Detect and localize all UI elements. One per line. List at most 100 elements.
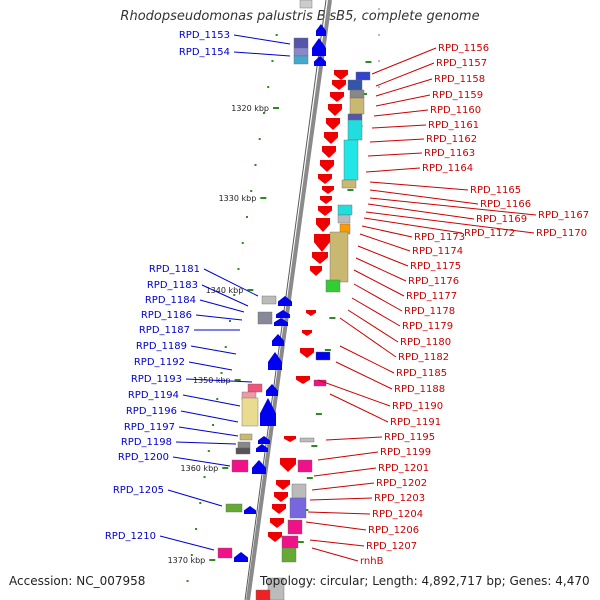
gene-arrow-reverse [316, 218, 330, 232]
gene-leader-line [188, 361, 233, 371]
gene-arrow-reverse [314, 234, 330, 252]
gene-label-left: RPD_1193 [131, 374, 182, 385]
gene-label-right: RPD_1173 [414, 232, 465, 243]
gene-label-left: RPD_1186 [141, 310, 192, 321]
gene-label-right: RPD_1158 [434, 74, 485, 85]
kbp-tick-label: 1340 kbp [206, 286, 244, 295]
gene-label-right: RPD_1166 [480, 199, 531, 210]
gene-label-right: RPD_1163 [424, 148, 475, 159]
gene-leader-line [371, 47, 437, 75]
scale-dot [258, 138, 261, 140]
gene-label-left: RPD_1187 [139, 325, 190, 336]
gene-label-right: RPD_1178 [404, 306, 455, 317]
gene-arrow-reverse [284, 436, 296, 442]
gene-arrow-forward [258, 436, 270, 444]
gene-leader-line [369, 181, 469, 191]
scale-dot [207, 450, 210, 452]
gene-leader-line [309, 497, 373, 501]
gene-leader-line [180, 410, 239, 423]
scale-dot [199, 502, 202, 504]
scale-dot [250, 190, 253, 192]
feature-bar [297, 459, 313, 473]
feature-bar [255, 589, 271, 600]
feature-bar [299, 0, 313, 9]
scale-dot [224, 346, 227, 348]
scale-dot [233, 294, 236, 296]
gene-leader-line [172, 456, 231, 467]
gene-label-right: RPD_1161 [428, 120, 479, 131]
feature-bar [299, 437, 315, 443]
feature-bar [235, 447, 251, 455]
accession-text: Accession: NC_007958 [9, 574, 146, 588]
gene-label-left: RPD_1210 [105, 531, 156, 542]
gene-label-right: RPD_1202 [376, 478, 427, 489]
feature-bar [289, 497, 307, 519]
feature-bar [225, 503, 243, 513]
gene-leader-line [375, 78, 433, 97]
gene-label-right: RPD_1157 [436, 58, 487, 69]
feature-bar [349, 89, 365, 99]
gene-leader-line [355, 257, 407, 282]
feature-bar [291, 483, 307, 499]
scale-dot [186, 580, 189, 582]
gene-leader-line [359, 233, 411, 252]
gene-label-right: RPD_1185 [396, 368, 447, 379]
gene-arrow-reverse [300, 348, 314, 358]
scale-dot [241, 242, 244, 244]
gene-leader-line [371, 124, 427, 129]
gene-label-right: RPD_1204 [372, 509, 423, 520]
gene-leader-line [375, 62, 435, 87]
scale-dot [216, 398, 219, 400]
gene-leader-line [311, 482, 375, 491]
feature-bar [343, 139, 359, 181]
gene-leader-line [199, 299, 245, 313]
scale-dot [190, 554, 193, 556]
gene-label-left: RPD_1184 [145, 295, 196, 306]
gene-arrow-forward [312, 38, 326, 56]
feature-bar [247, 383, 263, 393]
feature-bar [341, 179, 357, 189]
gene-leader-line [305, 521, 367, 531]
gene-label-right: RPD_1164 [422, 163, 473, 174]
feature-bar [257, 311, 273, 325]
gene-leader-line [367, 152, 423, 157]
gene-label-right: RPD_1160 [430, 105, 481, 116]
gene-leader-line [339, 317, 397, 358]
gene-label-right: RPD_1199 [380, 447, 431, 458]
gene-arrow-reverse [280, 458, 296, 472]
gene-label-right: RPD_1159 [432, 90, 483, 101]
gene-label-right: RPD_1162 [426, 134, 477, 145]
gene-arrow-reverse [332, 80, 346, 90]
gene-leader-line [317, 379, 391, 407]
gene-arrow-reverse [306, 310, 316, 316]
gene-label-right: RPD_1174 [412, 246, 463, 257]
gene-label-right: rnhB [360, 556, 384, 567]
gene-leader-line [195, 314, 243, 321]
gene-leader-line [369, 197, 537, 216]
gene-label-right: RPD_1167 [538, 210, 589, 221]
gene-leader-line [307, 511, 371, 515]
feature-bar [293, 47, 309, 57]
scale-dot [220, 372, 223, 374]
gene-label-right: RPD_1191 [390, 417, 441, 428]
gene-leader-line [329, 393, 389, 423]
gene-arrow-reverse [296, 376, 310, 384]
scale-dot [228, 320, 231, 322]
feature-bar [315, 351, 331, 361]
feature-bar [281, 535, 299, 549]
feature-bar [337, 204, 353, 216]
gene-leader-line [369, 189, 479, 205]
topology-text: Topology: circular; Length: 4,892,717 bp… [260, 574, 590, 588]
gene-label-right: RPD_1172 [464, 228, 515, 239]
gene-leader-line [175, 441, 237, 445]
scale-dot-faint [378, 86, 380, 88]
gene-label-right: RPD_1176 [408, 276, 459, 287]
gene-leader-line [317, 451, 379, 461]
gene-arrow-reverse [320, 160, 334, 172]
gene-leader-line [182, 394, 241, 407]
gene-arrow-reverse [270, 518, 284, 528]
gene-arrow-forward [268, 352, 282, 370]
feature-bar [355, 71, 371, 81]
